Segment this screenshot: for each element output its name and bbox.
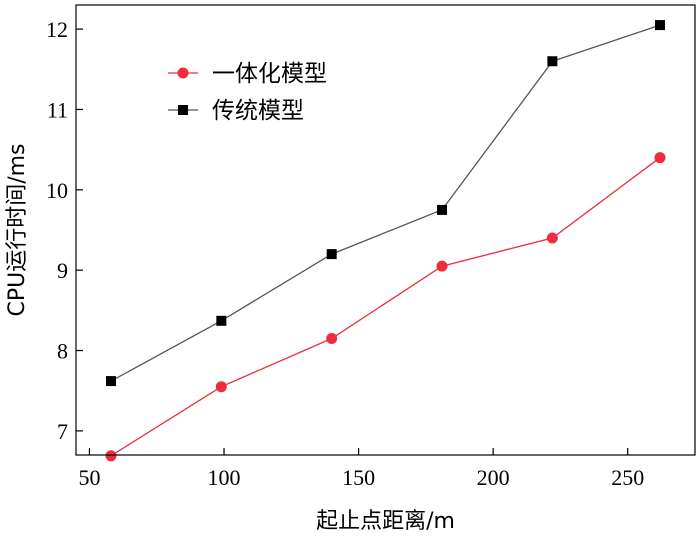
legend-entry-traditional: 传统模型 [168, 98, 304, 124]
data-point-0 [326, 332, 338, 344]
data-point-0 [105, 450, 117, 462]
data-point-0 [215, 381, 227, 393]
data-point-1 [326, 249, 337, 260]
legend-marker-integrated [177, 67, 189, 79]
x-tick-label: 100 [208, 465, 241, 490]
x-axis-label: 起止点距离/m [316, 509, 455, 534]
y-tick-label: 8 [57, 339, 68, 364]
y-tick-label: 10 [46, 178, 68, 203]
data-point-1 [547, 56, 558, 67]
data-point-1 [655, 20, 666, 31]
x-tick-label: 250 [611, 465, 644, 490]
y-tick-label: 7 [57, 419, 68, 444]
x-tick-label: 50 [78, 465, 100, 490]
legend-label-traditional: 传统模型 [212, 98, 304, 124]
y-tick-label: 11 [47, 97, 68, 122]
data-point-1 [437, 204, 448, 215]
y-axis-label: CPU运行时间/ms [5, 143, 30, 316]
plot-content [105, 20, 666, 462]
series-line-1 [110, 24, 661, 382]
data-point-0 [654, 152, 666, 164]
y-tick-label: 12 [46, 17, 68, 42]
data-point-1 [105, 376, 116, 387]
x-tick-label: 150 [342, 465, 375, 490]
y-tick-label: 9 [57, 258, 68, 283]
legend-entry-integrated: 一体化模型 [168, 61, 327, 87]
series-line-0 [110, 157, 661, 457]
x-tick-label: 200 [477, 465, 510, 490]
legend-marker-traditional [178, 105, 188, 115]
data-point-0 [436, 260, 448, 272]
data-point-0 [546, 232, 558, 244]
legend: 一体化模型 传统模型 [168, 61, 327, 124]
plot-frame [75, 4, 696, 456]
data-point-1 [216, 315, 227, 326]
legend-label-integrated: 一体化模型 [212, 61, 327, 87]
axes-ticks: 50 100 150 200 250 7 8 9 10 11 12 [46, 17, 644, 490]
